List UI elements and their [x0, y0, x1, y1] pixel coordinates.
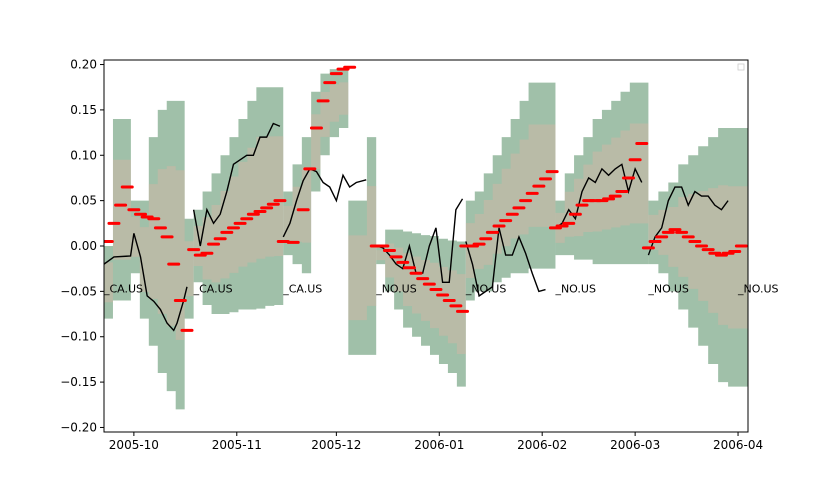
prediction-band-outer-6 [648, 128, 748, 387]
prediction-band-outer-3 [376, 229, 466, 387]
prediction-band-inner-1 [193, 136, 284, 283]
bands-layer [104, 69, 748, 410]
realized-line-6 [647, 186, 729, 256]
y-tick-label: −0.20 [60, 420, 97, 434]
prediction-band-inner-6 [648, 185, 748, 329]
segment-label: _CA.US [103, 283, 143, 296]
segment-label: _NO.US [737, 283, 778, 296]
realized-line-2 [282, 167, 367, 238]
realized-line-5 [555, 163, 643, 229]
prediction-band-outer-0 [104, 100, 194, 410]
y-tick-label: 0.20 [70, 58, 97, 72]
x-tick-label: 2006-02 [517, 438, 567, 452]
labels-layer: _CA.US _CA.US _CA.US _NO.US _NO.US _NO.US _NO.… [103, 283, 779, 296]
prediction-band-outer-2 [283, 69, 377, 355]
segment-label: _NO.US [465, 283, 506, 296]
segment-label: _NO.US [554, 283, 595, 296]
legend-box [737, 63, 745, 71]
y-tick-label: −0.10 [60, 330, 97, 344]
y-tick-label: −0.05 [60, 284, 97, 298]
realized-line-1 [192, 122, 281, 247]
segment-label: _CA.US [193, 283, 233, 296]
axes-layer: −0.20 −0.15 −0.10 −0.05 0.00 0.05 0.10 0.15 0.20… [60, 58, 763, 452]
y-tick-label: 0.15 [70, 103, 97, 117]
x-tick-label: 2006-03 [610, 438, 660, 452]
prediction-band-outer-1 [193, 87, 284, 315]
y-tick-label: 0.05 [70, 194, 97, 208]
x-tick-label: 2006-01 [414, 438, 464, 452]
y-tick-label: 0.10 [70, 148, 97, 162]
markers-layer [104, 65, 748, 332]
x-tick-label: 2005-10 [109, 438, 159, 452]
x-tick-label: 2006-04 [713, 438, 763, 452]
prediction-band-inner-3 [376, 243, 466, 354]
segment-label: _NO.US [375, 283, 416, 296]
segment-label: _CA.US [282, 283, 322, 296]
y-tick-label: 0.00 [70, 239, 97, 253]
realized-line-4 [465, 227, 546, 298]
realized-line-0 [104, 233, 188, 332]
x-tick-label: 2005-11 [212, 438, 262, 452]
x-tick-label: 2005-12 [311, 438, 361, 452]
prediction-band-inner-2 [283, 82, 377, 321]
y-tick-label: −0.15 [60, 375, 97, 389]
prediction-band-outer-4 [465, 82, 556, 301]
prediction-band-outer-5 [555, 82, 649, 265]
segment-label: _NO.US [647, 283, 688, 296]
